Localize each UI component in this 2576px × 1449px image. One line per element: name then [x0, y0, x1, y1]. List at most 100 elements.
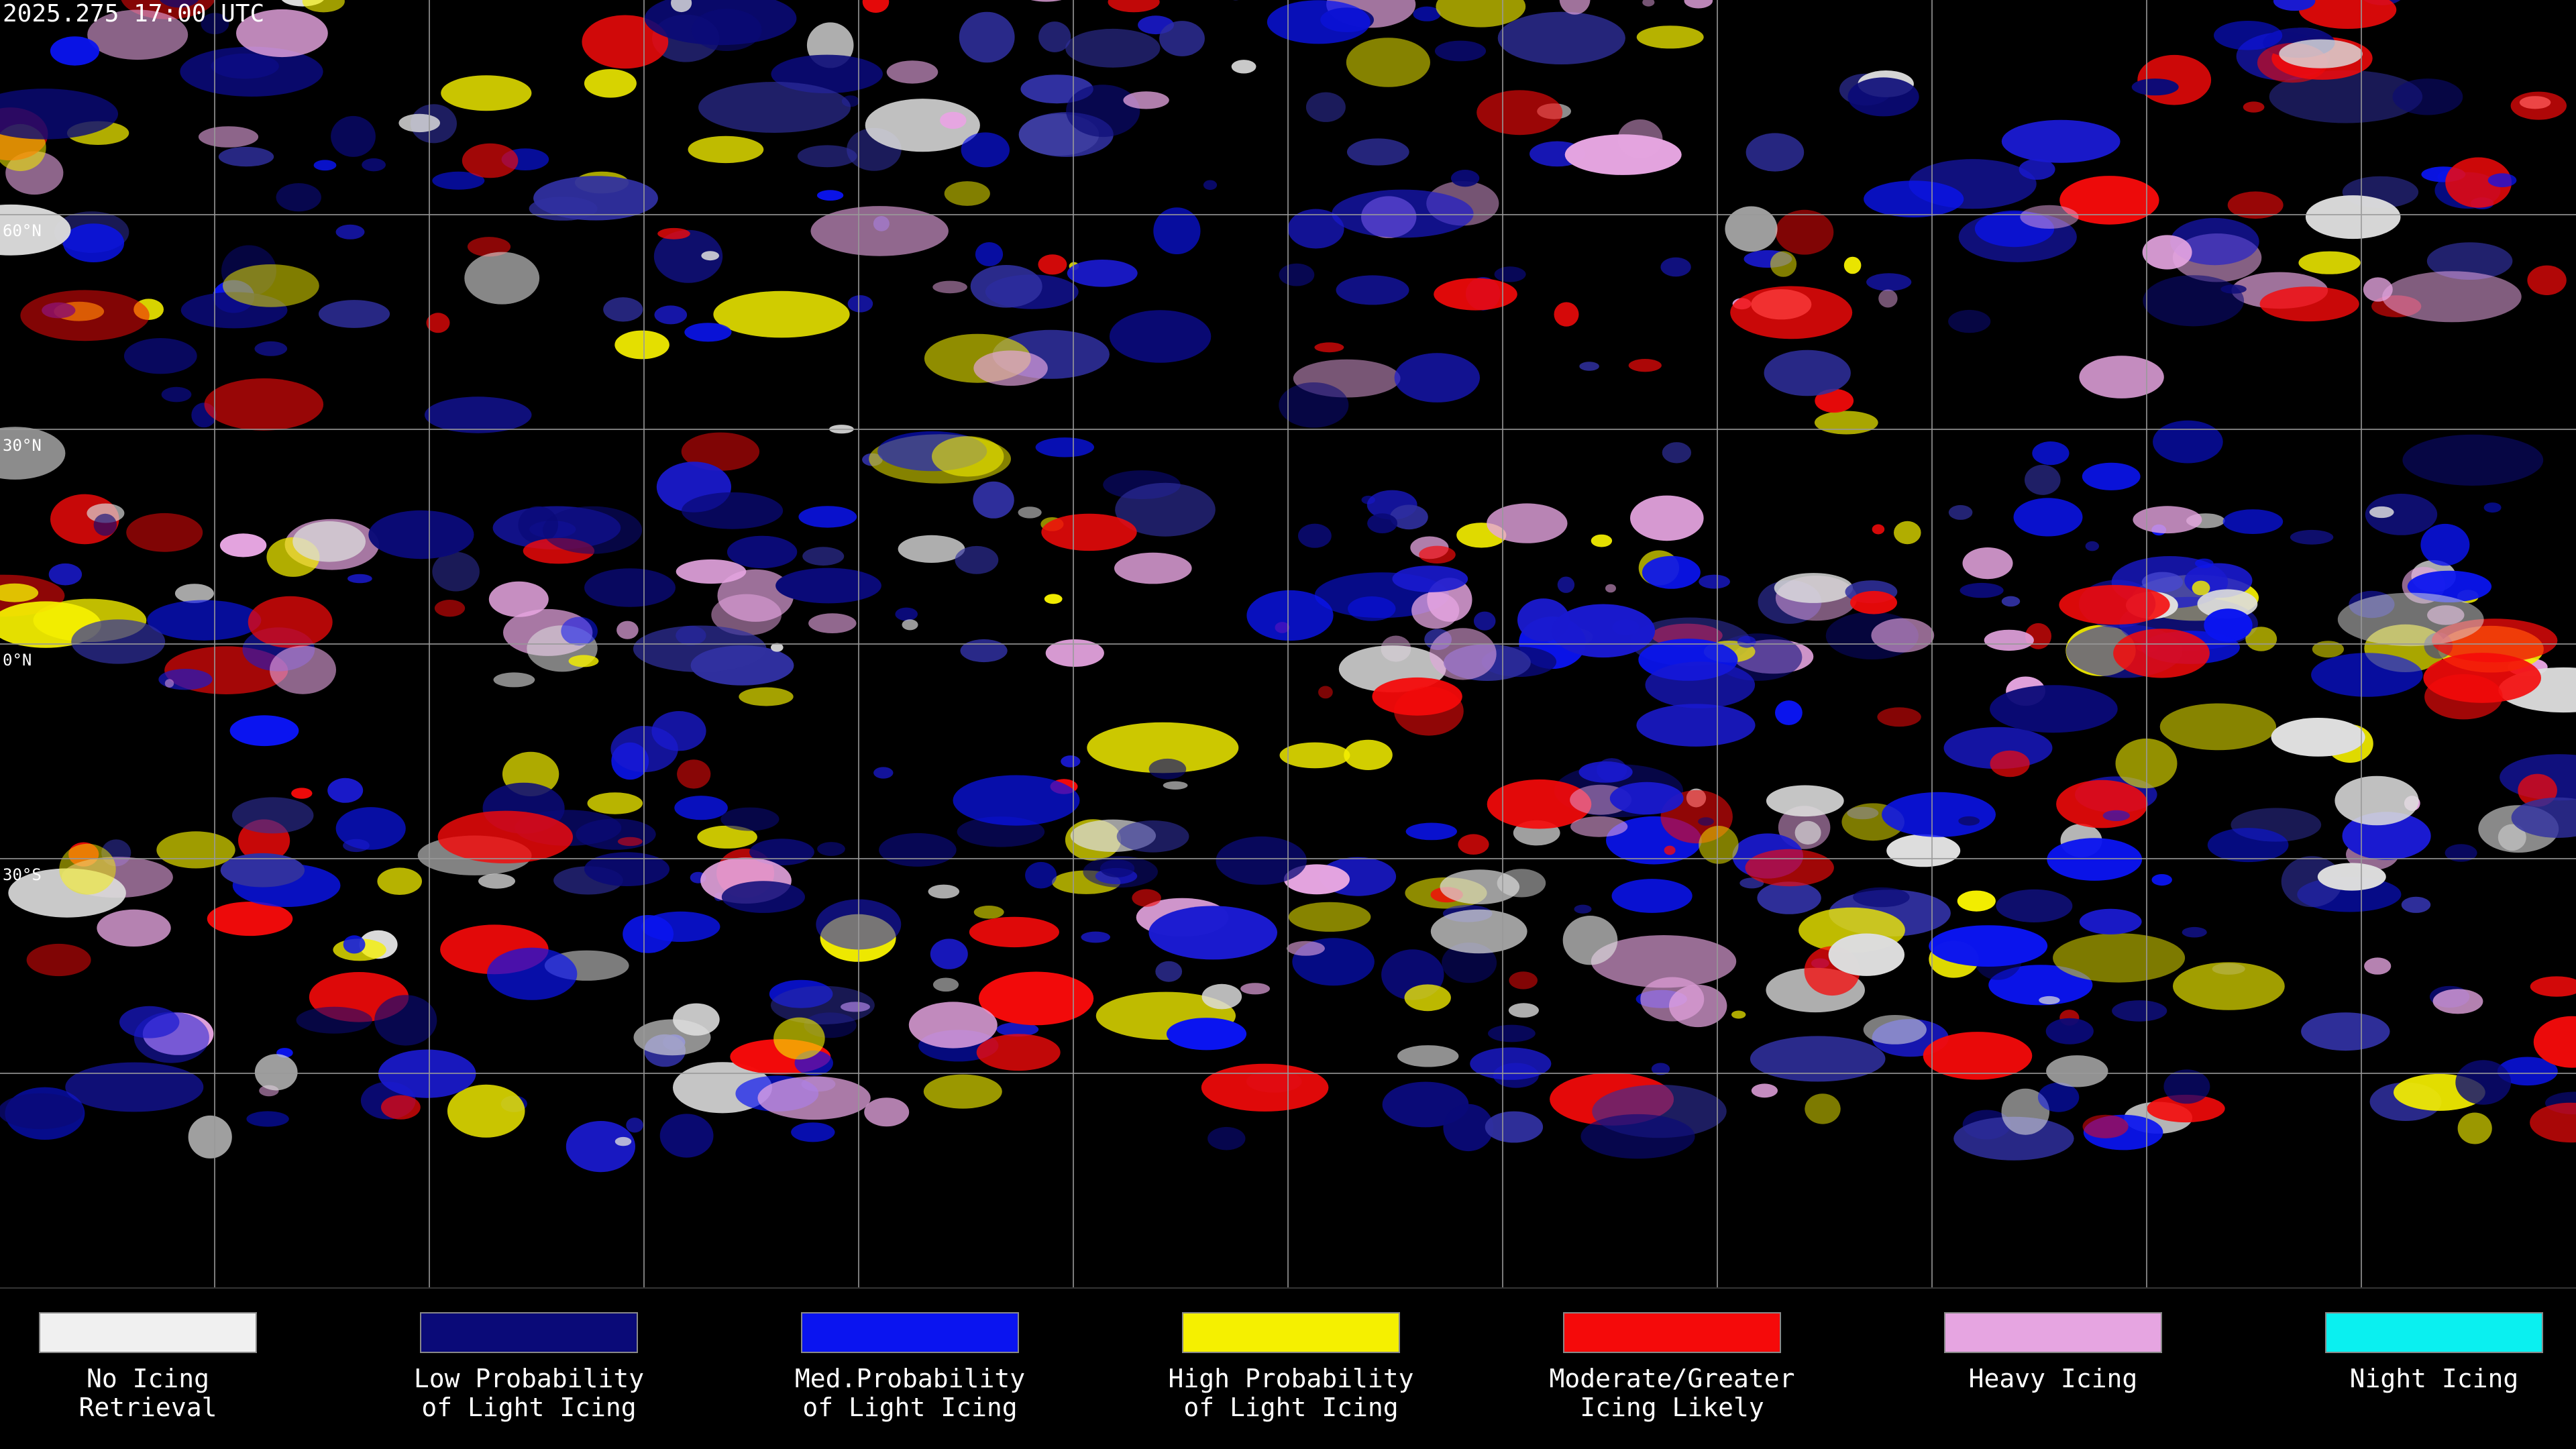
- cloud-patch: [1699, 574, 1731, 589]
- latitude-label: 0°N: [3, 651, 32, 669]
- cloud-patch: [1591, 935, 1737, 988]
- cloud-patch: [126, 513, 203, 552]
- cloud-patch: [1419, 545, 1456, 564]
- cloud-patch: [1750, 1036, 1886, 1082]
- cloud-patch: [2163, 1069, 2210, 1104]
- cloud-patch: [1216, 836, 1307, 885]
- cloud-patch: [1551, 604, 1656, 658]
- latitude-label: 60°N: [3, 221, 42, 240]
- cloud-patch: [1570, 816, 1628, 837]
- cloud-patch: [1201, 983, 1242, 1010]
- cloud-patch: [1030, 0, 1062, 2]
- cloud-patch: [2082, 1114, 2129, 1138]
- cloud-patch: [1953, 1116, 2074, 1161]
- cloud-patch: [318, 300, 390, 328]
- cloud-patch: [2420, 523, 2470, 566]
- cloud-patch: [2457, 1112, 2492, 1144]
- cloud-patch: [1066, 85, 1140, 138]
- cloud-patch: [1279, 742, 1350, 769]
- cloud-patch: [1562, 916, 1618, 965]
- cloud-patch: [1132, 889, 1161, 907]
- cloud-patch: [864, 1097, 910, 1127]
- cloud-patch: [71, 619, 166, 664]
- cloud-patch: [1038, 254, 1067, 275]
- cloud-patch: [2037, 1082, 2080, 1112]
- icing-imagery: [0, 0, 2576, 1173]
- cloud-patch: [1305, 92, 1346, 122]
- cloud-patch: [932, 977, 959, 992]
- cloud-patch: [270, 645, 336, 694]
- cloud-patch: [2298, 0, 2397, 29]
- cloud-patch: [1578, 761, 1633, 783]
- cloud-patch: [771, 643, 784, 652]
- cloud-patch: [1163, 781, 1188, 790]
- cloud-patch: [802, 547, 845, 566]
- legend-label: Moderate/Greater: [1549, 1364, 1794, 1393]
- cloud-patch: [1948, 309, 1991, 333]
- cloud-patch: [2364, 957, 2392, 975]
- cloud-patch: [1774, 573, 1854, 603]
- cloud-patch: [1745, 849, 1834, 887]
- cloud-patch: [688, 136, 764, 164]
- cloud-patch: [701, 251, 719, 261]
- cloud-patch: [2207, 828, 2289, 863]
- cloud-patch: [158, 669, 213, 690]
- cloud-patch: [879, 833, 957, 867]
- cloud-patch: [566, 1121, 636, 1173]
- cloud-patch: [713, 290, 850, 338]
- cloud-patch: [1287, 209, 1344, 249]
- cloud-patch: [2046, 1055, 2108, 1087]
- cloud-patch: [1458, 834, 1489, 855]
- legend-label: Night Icing: [2350, 1364, 2519, 1393]
- cloud-patch: [1390, 504, 1428, 530]
- cloud-patch: [2301, 1012, 2390, 1051]
- cloud-patch: [816, 190, 844, 201]
- cloud-patch: [1894, 521, 1921, 545]
- cloud-patch: [940, 111, 967, 129]
- cloud-patch: [1764, 350, 1851, 396]
- cloud-patch: [1605, 584, 1616, 593]
- cloud-patch: [2131, 78, 2179, 96]
- legend-label: of Light Icing: [802, 1393, 1017, 1422]
- cloud-patch: [1203, 180, 1218, 191]
- cloud-patch: [204, 378, 324, 431]
- cloud-patch: [676, 559, 747, 584]
- cloud-patch: [362, 158, 386, 172]
- cloud-patch: [188, 1115, 232, 1159]
- cloud-patch: [1108, 0, 1160, 13]
- cloud-patch: [1574, 904, 1592, 914]
- cloud-patch: [2222, 509, 2284, 534]
- cloud-patch: [2001, 596, 2021, 607]
- cloud-patch: [462, 143, 519, 178]
- cloud-patch: [1035, 437, 1095, 458]
- cloud-patch: [671, 0, 692, 13]
- cloud-patch: [975, 242, 1004, 266]
- cloud-patch: [1699, 826, 1739, 864]
- cloud-patch: [1636, 25, 1704, 49]
- cloud-patch: [902, 619, 918, 631]
- cloud-patch: [1557, 576, 1575, 593]
- cloud-patch: [979, 971, 1094, 1026]
- cloud-patch: [1067, 260, 1138, 287]
- cloud-patch: [657, 227, 690, 239]
- cloud-patch: [1591, 534, 1613, 547]
- cloud-patch: [180, 46, 323, 97]
- cloud-patch: [156, 831, 235, 869]
- cloud-patch: [1871, 618, 1935, 653]
- cloud-patch: [2079, 356, 2164, 398]
- cloud-patch: [198, 126, 259, 148]
- cloud-patch: [1123, 91, 1169, 109]
- cloud-patch: [1660, 257, 1691, 277]
- cloud-patch: [1847, 77, 1919, 117]
- cloud-patch: [2151, 874, 2172, 886]
- cloud-patch: [159, 0, 199, 8]
- cloud-patch: [2298, 251, 2361, 274]
- cloud-patch: [1413, 6, 1441, 21]
- cloud-patch: [441, 75, 532, 111]
- cloud-patch: [1450, 170, 1480, 187]
- cloud-patch: [236, 9, 328, 58]
- cloud-patch: [895, 607, 918, 621]
- cloud-patch: [1554, 302, 1579, 327]
- cloud-patch: [432, 551, 480, 592]
